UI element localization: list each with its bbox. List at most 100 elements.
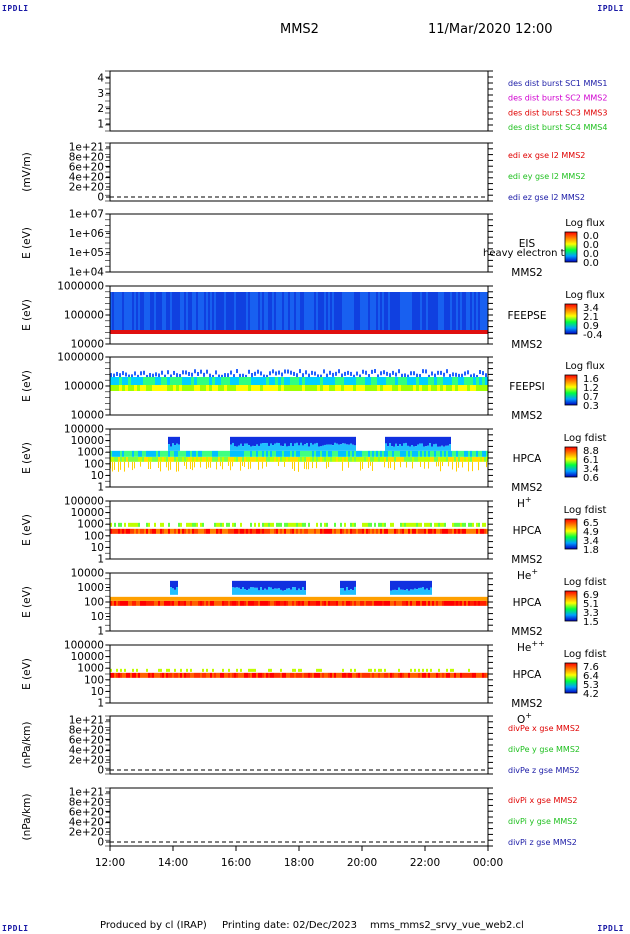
spectrogram-cell	[272, 600, 274, 606]
spectrogram-cell	[447, 445, 449, 451]
spectrogram-cell	[398, 580, 400, 588]
spectrogram-cell	[415, 436, 417, 447]
spectrogram-cell	[478, 672, 480, 678]
spectrogram-cell	[140, 377, 143, 385]
spectrogram-cell	[426, 522, 428, 527]
colorbar-tick-label: 1.5	[583, 617, 599, 628]
spectrogram-cell	[338, 528, 340, 534]
spectrogram-cell	[214, 292, 216, 332]
spectrogram-cell	[260, 436, 262, 444]
spectrogram-cell	[294, 528, 296, 534]
spectrogram-cell	[292, 456, 294, 462]
y-tick-label: 100	[84, 530, 104, 542]
spectrogram-cell	[480, 450, 482, 457]
corner-label-bottom-right: IPDLI	[597, 924, 624, 933]
spectrogram-cell	[442, 522, 444, 527]
spectrogram-cell	[208, 600, 210, 606]
spectrogram-cell	[332, 292, 334, 332]
spectrogram-cell	[458, 461, 459, 468]
spectrogram-cell	[306, 292, 308, 332]
spectrogram-cell	[114, 672, 116, 678]
spectrogram-cell	[298, 528, 300, 534]
spectrogram-cell	[437, 370, 439, 375]
spectrogram-cell	[272, 436, 274, 446]
spectrogram-cell	[392, 672, 394, 678]
spectrogram-cell	[210, 672, 212, 678]
spectrogram-cell	[479, 369, 481, 374]
spectrogram-cell	[392, 522, 394, 527]
spectrogram-cell	[122, 292, 124, 332]
spectrogram-cell	[245, 377, 248, 385]
spectrogram-cell	[130, 528, 132, 534]
spectrogram-cell	[437, 385, 440, 391]
spectrogram-cell	[366, 600, 368, 606]
spectrogram-cell	[202, 450, 204, 457]
colorbar-tick-label: 8.8	[583, 446, 599, 457]
colorbar	[564, 662, 578, 694]
spectrogram-cell	[372, 528, 374, 534]
spectrogram-cell	[443, 372, 445, 377]
spectrogram-cell	[250, 596, 252, 601]
spectrogram-cell	[468, 461, 469, 472]
spectrogram-cell	[244, 443, 246, 451]
spectrogram-cell	[120, 292, 122, 332]
spectrogram-cell	[290, 528, 292, 534]
spectrogram-cell	[391, 446, 393, 451]
spectrogram-cell	[314, 672, 316, 678]
spectrogram-cell	[155, 385, 158, 391]
spectrogram-cell	[390, 450, 392, 457]
spectrogram-cell	[418, 528, 420, 534]
spectrogram-cell	[449, 377, 452, 385]
spectrogram-cell	[236, 600, 238, 606]
spectrogram-cell	[467, 370, 469, 375]
spectrogram-cell	[320, 528, 322, 534]
spectrogram-cell	[461, 385, 464, 391]
spectrogram-cell	[310, 528, 312, 534]
spectrogram-cell	[206, 461, 207, 469]
spectrogram-cell	[114, 456, 116, 462]
spectrogram-cell	[298, 600, 300, 606]
spectrogram-cell	[250, 446, 252, 451]
spectrogram-cell	[371, 377, 374, 385]
spectrogram-cell	[460, 522, 462, 527]
spectrogram-cell	[212, 596, 214, 601]
y-tick-label: 6e+20	[69, 735, 104, 747]
spectrogram-cell	[116, 596, 118, 601]
spectrogram-cell	[390, 292, 392, 332]
spectrogram-cell	[456, 456, 458, 462]
spectrogram-cell	[208, 596, 210, 601]
spectrogram-cell	[296, 600, 298, 606]
spectrogram-cell	[416, 528, 418, 534]
y-tick-label: 4e+20	[69, 745, 104, 757]
spectrogram-cell	[268, 600, 270, 606]
spectrogram-cell	[308, 600, 310, 606]
spectrogram-cell	[392, 292, 394, 332]
spectrogram-cell	[168, 668, 170, 672]
spectrogram-cell	[326, 436, 328, 445]
spectrogram-cell	[286, 588, 288, 595]
spectrogram-cell	[116, 600, 118, 606]
spectrogram-cell	[308, 522, 310, 527]
spectrogram-cell	[242, 580, 244, 588]
spectrogram-cell	[486, 600, 488, 606]
spectrogram-cell	[134, 528, 136, 534]
spectrogram-cell	[202, 292, 204, 332]
spectrogram-cell	[392, 528, 394, 534]
spectrogram-cell	[384, 596, 386, 601]
spectrogram-cell	[472, 528, 474, 534]
spectrogram-cell	[336, 436, 338, 444]
spectrogram-cell	[190, 672, 192, 678]
spectrogram-cell	[206, 377, 209, 385]
spectrogram-cell	[196, 528, 198, 534]
spectrogram-cell	[184, 596, 186, 601]
spectrogram-cell	[402, 600, 404, 606]
spectrogram-cell	[446, 600, 448, 606]
spectrogram-cell	[286, 596, 288, 601]
spectrogram-cell	[226, 292, 228, 332]
spectrogram-cell	[442, 596, 444, 601]
spectrogram-cell	[474, 600, 476, 606]
spectrogram-cell	[288, 450, 290, 457]
spectrogram-cell	[216, 672, 218, 678]
